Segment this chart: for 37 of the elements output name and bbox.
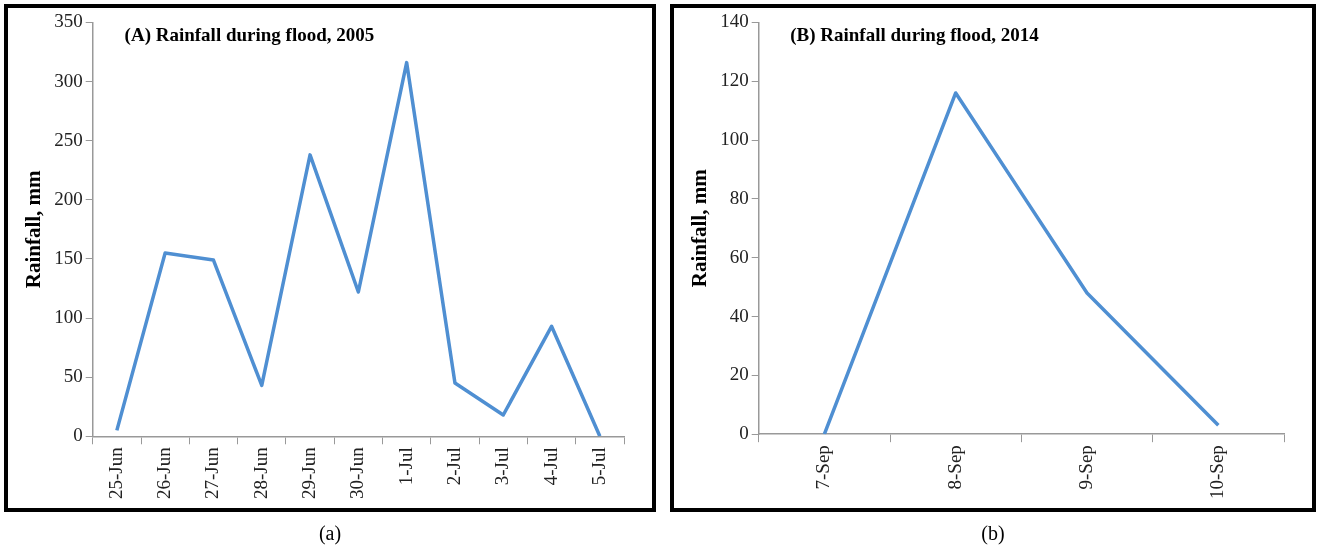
y-tick-label: 300 [54, 69, 83, 91]
chart-title: (A) Rainfall during flood, 2005 [124, 23, 375, 46]
y-tick-label: 0 [739, 422, 749, 444]
y-tick-label: 40 [729, 304, 749, 326]
y-tick-label: 0 [73, 424, 83, 446]
y-tick-label: 80 [729, 186, 749, 208]
x-tick-label: 30-Jun [346, 446, 368, 500]
y-tick-label: 250 [54, 128, 83, 150]
y-tick-label: 200 [54, 187, 83, 209]
x-tick-label: 9-Sep [1075, 445, 1096, 490]
y-axis-title: Rainfall, mm [21, 169, 46, 289]
x-tick-label: 5-Jul [587, 447, 609, 486]
y-tick-label: 150 [54, 246, 83, 268]
x-tick-label: 8-Sep [943, 445, 965, 490]
text: (b) [980, 522, 1006, 545]
y-tick-label: 20 [729, 363, 749, 385]
y-axis-title: Rainfall, mm [687, 168, 712, 288]
text: (a) [317, 522, 343, 545]
y-tick-label: 120 [720, 69, 749, 91]
x-tick-label: 25-Jun [104, 446, 126, 500]
chart-title: (B) Rainfall during flood, 2014 [790, 23, 1040, 46]
y-tick-label: 100 [720, 128, 749, 150]
y-tick-label: 60 [729, 245, 749, 267]
y-tick-label: 50 [63, 365, 83, 387]
y-tick-label: 350 [54, 10, 83, 32]
y-tick-label: 140 [720, 10, 749, 32]
y-tick-label: 100 [54, 306, 83, 328]
x-tick-label: 29-Jun [298, 446, 320, 500]
x-tick-label: 28-Jun [249, 446, 271, 500]
x-tick-label: 3-Jul [491, 447, 513, 486]
x-tick-label: 26-Jun [153, 446, 175, 500]
x-tick-label: 27-Jun [201, 446, 223, 500]
x-tick-label: 4-Jul [539, 447, 561, 486]
x-tick-label: 7-Sep [812, 445, 834, 490]
x-tick-label: 1-Jul [394, 447, 416, 486]
x-tick-label: 10-Sep [1206, 445, 1228, 499]
x-tick-label: 2-Jul [442, 447, 464, 486]
